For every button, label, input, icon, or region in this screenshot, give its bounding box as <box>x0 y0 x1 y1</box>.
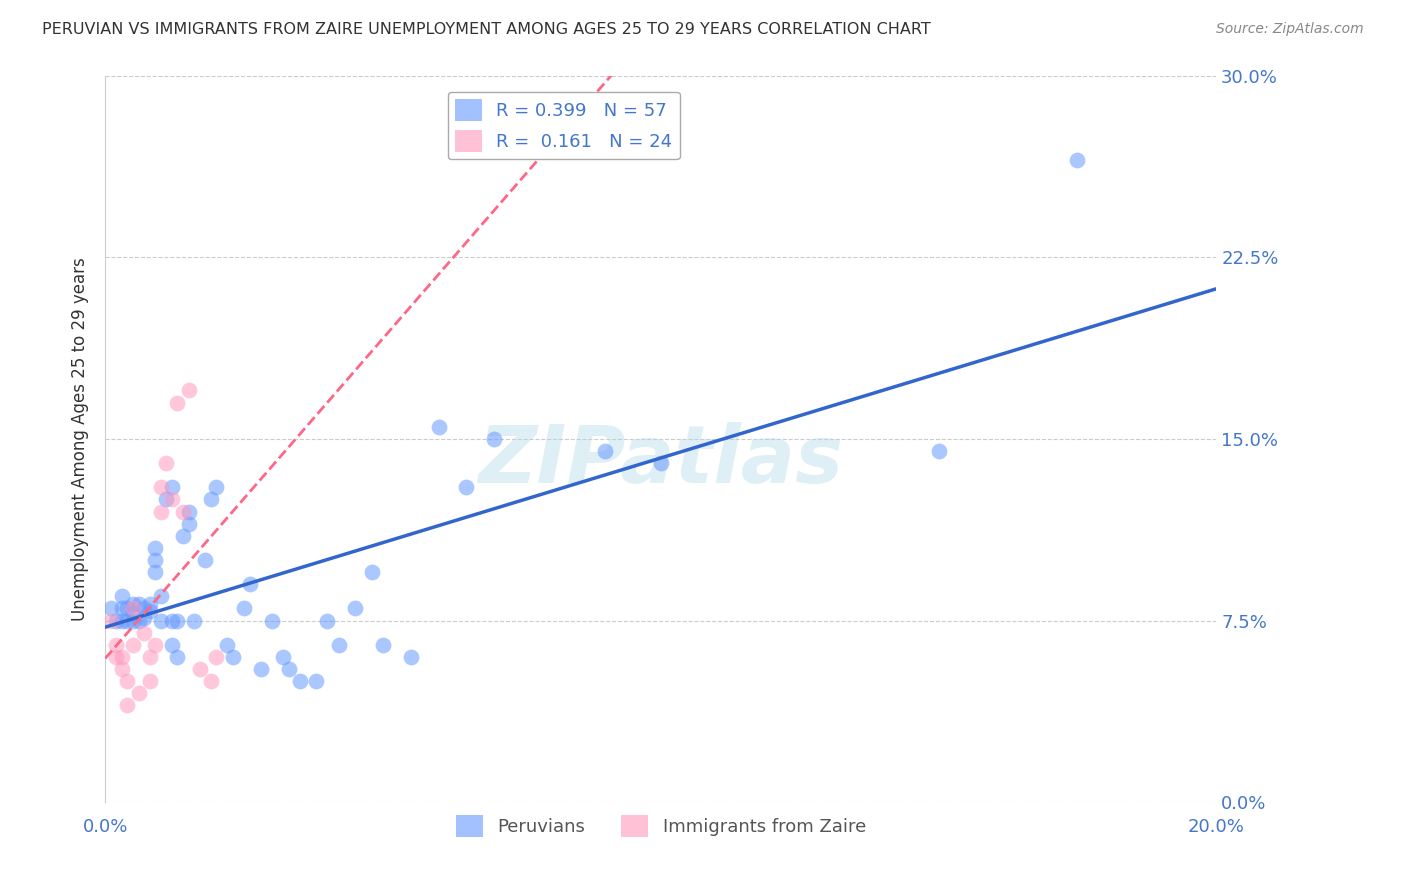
Point <box>143 553 166 567</box>
Text: 20.0%: 20.0% <box>1188 818 1244 837</box>
Point <box>217 638 239 652</box>
Point <box>143 638 166 652</box>
Point <box>143 565 166 579</box>
Y-axis label: Unemployment Among Ages 25 to 29 years: Unemployment Among Ages 25 to 29 years <box>72 257 89 621</box>
Point <box>111 662 134 676</box>
Point <box>288 674 311 689</box>
Point <box>149 590 172 604</box>
Point <box>100 601 122 615</box>
Text: 0.0%: 0.0% <box>83 818 128 837</box>
Point <box>360 565 382 579</box>
Point <box>399 649 422 664</box>
Point <box>260 614 283 628</box>
Text: Source: ZipAtlas.com: Source: ZipAtlas.com <box>1216 22 1364 37</box>
Point <box>371 638 394 652</box>
Point <box>160 492 183 507</box>
Point <box>100 614 122 628</box>
Point <box>200 492 222 507</box>
Point <box>138 597 160 611</box>
Point <box>271 649 294 664</box>
Text: ZIPatlas: ZIPatlas <box>478 422 844 500</box>
Point <box>160 638 183 652</box>
Legend: Peruvians, Immigrants from Zaire: Peruvians, Immigrants from Zaire <box>449 807 873 844</box>
Point <box>149 480 172 494</box>
Point <box>205 480 228 494</box>
Point <box>172 505 194 519</box>
Point <box>177 505 200 519</box>
Point <box>239 577 262 591</box>
Point <box>188 662 211 676</box>
Point <box>117 614 139 628</box>
Point <box>132 601 155 615</box>
Point <box>122 614 145 628</box>
Point <box>111 649 134 664</box>
Point <box>149 505 172 519</box>
Point <box>122 607 145 621</box>
Point <box>160 614 183 628</box>
Point <box>138 674 160 689</box>
Point <box>122 638 145 652</box>
Point <box>166 395 188 409</box>
Point <box>177 384 200 398</box>
Point <box>177 516 200 531</box>
Point <box>128 614 150 628</box>
Text: PERUVIAN VS IMMIGRANTS FROM ZAIRE UNEMPLOYMENT AMONG AGES 25 TO 29 YEARS CORRELA: PERUVIAN VS IMMIGRANTS FROM ZAIRE UNEMPL… <box>42 22 931 37</box>
Point <box>132 625 155 640</box>
Point <box>928 444 950 458</box>
Point <box>143 541 166 555</box>
Point <box>111 590 134 604</box>
Point <box>155 456 177 470</box>
Point <box>122 601 145 615</box>
Point <box>117 601 139 615</box>
Point <box>105 614 128 628</box>
Point <box>117 698 139 713</box>
Point <box>233 601 256 615</box>
Point <box>138 649 160 664</box>
Point <box>344 601 367 615</box>
Point <box>316 614 339 628</box>
Point <box>155 492 177 507</box>
Point <box>427 419 450 434</box>
Point <box>111 601 134 615</box>
Point <box>172 529 194 543</box>
Point <box>482 432 505 446</box>
Point <box>222 649 245 664</box>
Point <box>105 649 128 664</box>
Point <box>593 444 616 458</box>
Point <box>117 674 139 689</box>
Point <box>138 604 160 618</box>
Point <box>650 456 672 470</box>
Point <box>305 674 328 689</box>
Point <box>249 662 271 676</box>
Point <box>105 638 128 652</box>
Point <box>111 614 134 628</box>
Point <box>149 614 172 628</box>
Point <box>328 638 350 652</box>
Point <box>200 674 222 689</box>
Point <box>128 597 150 611</box>
Point <box>160 480 183 494</box>
Point <box>166 649 188 664</box>
Point <box>183 614 205 628</box>
Point <box>277 662 299 676</box>
Point <box>205 649 228 664</box>
Point <box>194 553 217 567</box>
Point <box>456 480 478 494</box>
Point <box>1066 153 1088 168</box>
Point <box>128 686 150 700</box>
Point <box>166 614 188 628</box>
Point <box>132 611 155 625</box>
Point <box>122 597 145 611</box>
